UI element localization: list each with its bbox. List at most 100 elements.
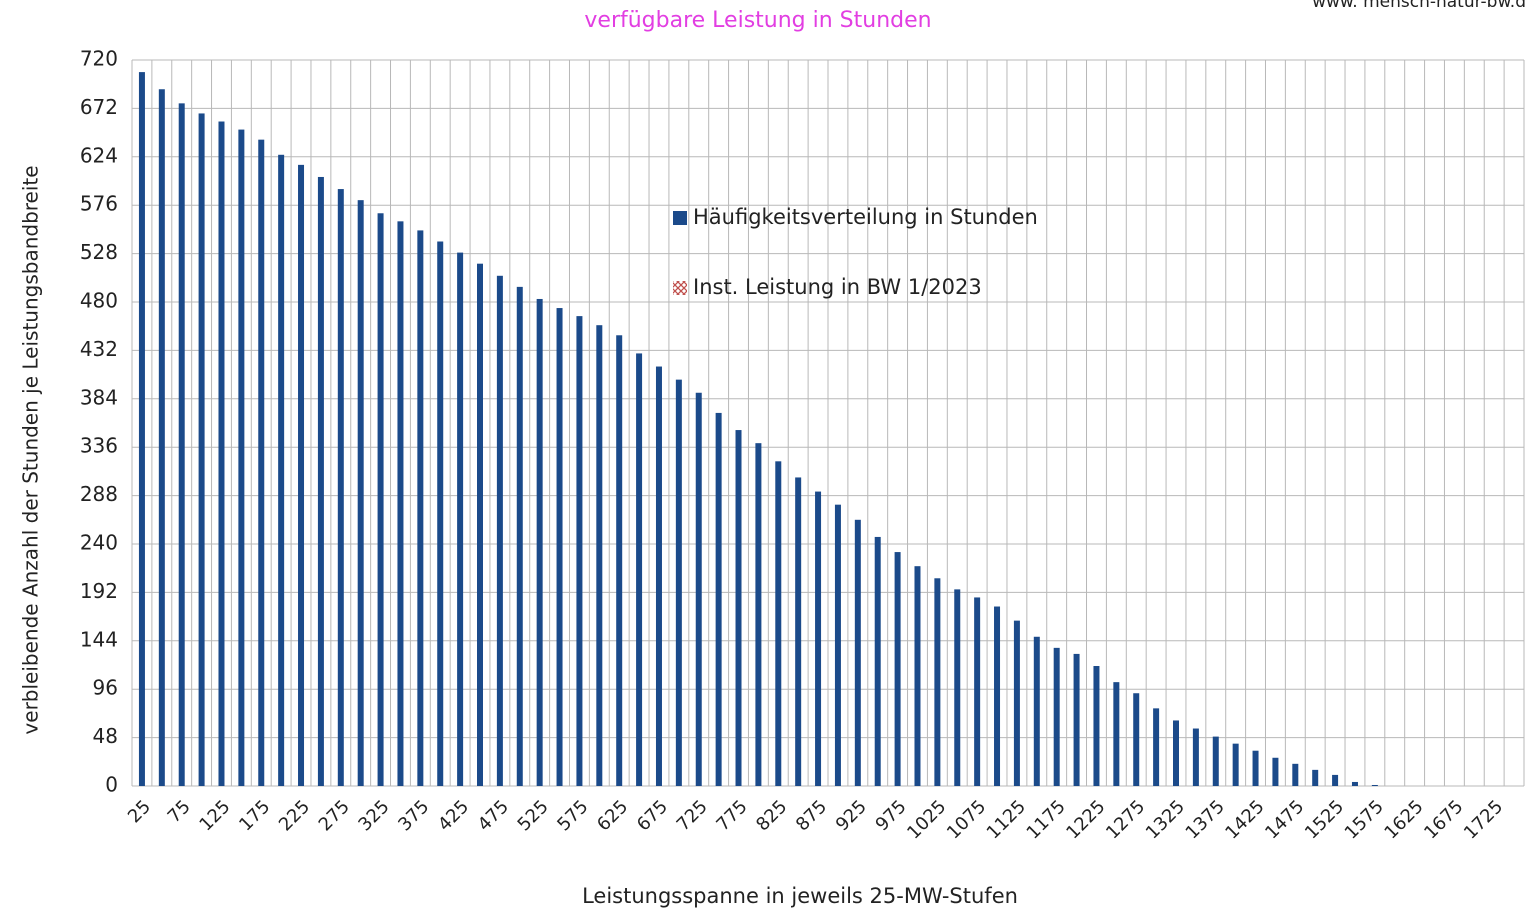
x-tick-label: 1425 bbox=[1221, 796, 1268, 843]
bar bbox=[178, 103, 185, 786]
x-tick-label: 1175 bbox=[1023, 796, 1070, 843]
x-tick-label: 625 bbox=[593, 796, 632, 835]
x-tick-label: 825 bbox=[752, 796, 791, 835]
source: www. mensch-natur-bw.d bbox=[1312, 0, 1526, 12]
x-tick-label: 1675 bbox=[1420, 796, 1467, 843]
x-tick-label: 375 bbox=[394, 796, 433, 835]
x-axis-title: Leistungsspanne in jeweils 25-MW-Stufen bbox=[582, 884, 1018, 908]
x-tick-label: 1275 bbox=[1102, 796, 1149, 843]
x-tick-label: 25 bbox=[124, 796, 155, 827]
x-tick-label: 1575 bbox=[1341, 796, 1388, 843]
legend-marker bbox=[673, 211, 687, 225]
x-tick-label: 75 bbox=[164, 796, 195, 827]
bar bbox=[298, 164, 305, 786]
bar bbox=[516, 286, 523, 786]
bar bbox=[238, 129, 245, 786]
y-tick-label: 576 bbox=[80, 192, 118, 216]
bar bbox=[576, 316, 583, 786]
bar bbox=[1093, 666, 1100, 786]
y-tick-label: 144 bbox=[80, 627, 118, 651]
y-tick-label: 288 bbox=[80, 482, 118, 506]
y-tick-label: 96 bbox=[93, 676, 118, 700]
bar bbox=[477, 263, 483, 786]
x-tick-label: 525 bbox=[514, 796, 553, 835]
x-tick-label: 175 bbox=[235, 796, 274, 835]
bar bbox=[1133, 693, 1140, 786]
legend-marker bbox=[673, 281, 687, 295]
bar bbox=[496, 275, 503, 786]
x-tick-label: 1025 bbox=[903, 796, 950, 843]
bar bbox=[1013, 620, 1020, 786]
bar bbox=[1113, 682, 1120, 786]
y-tick-label: 720 bbox=[80, 47, 118, 71]
bar bbox=[795, 477, 802, 786]
bar bbox=[437, 241, 444, 786]
bar bbox=[138, 72, 145, 787]
legend-label: Häufigkeitsverteilung in Stunden bbox=[693, 205, 1038, 229]
chart-title: verfügbare Leistung in Stunden bbox=[584, 8, 931, 33]
y-tick-label: 0 bbox=[105, 773, 118, 797]
bar bbox=[556, 308, 563, 786]
bar bbox=[1033, 636, 1040, 786]
bar bbox=[1073, 653, 1080, 786]
x-tick-label: 1075 bbox=[943, 796, 990, 843]
bar bbox=[258, 139, 265, 787]
bar bbox=[655, 366, 662, 786]
bar bbox=[894, 552, 901, 786]
bar bbox=[775, 461, 782, 786]
bar bbox=[218, 121, 225, 787]
bar bbox=[1252, 750, 1259, 786]
x-tick-label: 325 bbox=[354, 796, 393, 835]
bar bbox=[357, 200, 364, 787]
bar bbox=[457, 252, 464, 786]
bar bbox=[1153, 708, 1160, 786]
x-tick-label: 1475 bbox=[1261, 796, 1308, 843]
bar bbox=[377, 213, 384, 786]
bar bbox=[934, 578, 941, 786]
x-tick-label: 1325 bbox=[1142, 796, 1189, 843]
bar bbox=[1292, 763, 1299, 786]
bar bbox=[616, 335, 623, 786]
bar bbox=[954, 589, 961, 786]
x-tick-label: 1125 bbox=[983, 796, 1030, 843]
bar bbox=[1351, 781, 1358, 786]
bar bbox=[278, 154, 285, 787]
bar bbox=[755, 443, 762, 786]
y-tick-label: 624 bbox=[80, 143, 118, 167]
bar bbox=[1192, 728, 1199, 786]
y-tick-label: 336 bbox=[80, 434, 118, 458]
bar bbox=[1053, 647, 1060, 786]
x-tick-label: 1625 bbox=[1380, 796, 1427, 843]
y-tick-label: 528 bbox=[80, 240, 118, 264]
bar bbox=[158, 89, 165, 786]
bar bbox=[1212, 736, 1219, 786]
x-tick-label: 725 bbox=[673, 796, 712, 835]
y-tick-label: 48 bbox=[93, 724, 118, 748]
bar bbox=[1371, 784, 1378, 786]
bar bbox=[536, 298, 543, 786]
y-tick-label: 192 bbox=[80, 579, 118, 603]
bar bbox=[834, 504, 841, 786]
bar bbox=[715, 412, 722, 786]
bar bbox=[854, 519, 861, 786]
x-tick-label: 1525 bbox=[1301, 796, 1348, 843]
bar bbox=[695, 392, 702, 786]
x-tick-label: 675 bbox=[633, 796, 672, 835]
bar bbox=[1232, 743, 1239, 786]
bar bbox=[636, 353, 643, 786]
x-tick-label: 475 bbox=[474, 796, 513, 835]
legend-label: Inst. Leistung in BW 1/2023 bbox=[693, 275, 982, 299]
bar bbox=[1312, 769, 1319, 786]
bar bbox=[317, 176, 324, 786]
y-axis-title: verbleibende Anzahl der Stunden je Leist… bbox=[19, 165, 43, 734]
y-tick-label: 384 bbox=[80, 385, 118, 409]
bar bbox=[994, 606, 1001, 786]
x-tick-label: 125 bbox=[195, 796, 234, 835]
bar bbox=[815, 491, 822, 786]
bar bbox=[198, 113, 205, 787]
y-tick-label: 240 bbox=[80, 531, 118, 555]
bar bbox=[417, 230, 424, 787]
bar bbox=[1332, 774, 1339, 786]
x-tick-label: 225 bbox=[275, 796, 314, 835]
x-tick-label: 775 bbox=[712, 796, 751, 835]
